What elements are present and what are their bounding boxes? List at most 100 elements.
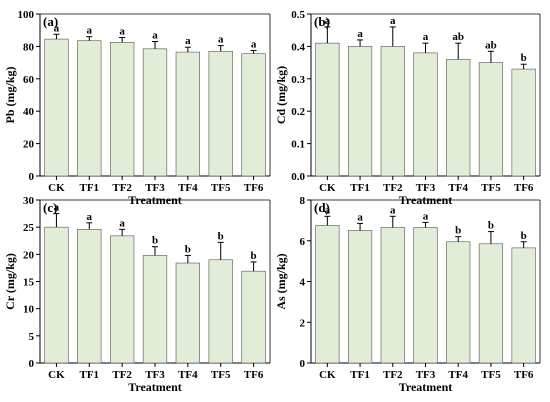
panel-label: (b) xyxy=(314,14,330,29)
significance-letter: a xyxy=(423,31,429,43)
bar-tf3 xyxy=(413,227,438,364)
x-axis-title: Treatment xyxy=(399,380,453,394)
y-tick-label: 0.1 xyxy=(291,139,305,151)
significance-letter: a xyxy=(325,15,331,27)
x-tick-label: TF6 xyxy=(244,369,264,381)
significance-letter: ab xyxy=(485,39,497,51)
y-tick-label: 0.3 xyxy=(291,74,305,86)
x-tick-label: TF1 xyxy=(350,182,370,194)
y-tick-label: 0.2 xyxy=(291,106,305,118)
y-tick-label: 30 xyxy=(23,195,35,207)
significance-letter: b xyxy=(185,243,191,255)
x-tick-label: TF2 xyxy=(383,182,403,194)
bar-tf3 xyxy=(142,48,168,177)
significance-letter: ab xyxy=(452,31,464,43)
bar-tf6 xyxy=(241,270,266,364)
x-tick-label: TF6 xyxy=(514,182,534,194)
significance-letter: a xyxy=(390,204,396,216)
bar-ck xyxy=(44,226,69,364)
x-tick-label: TF6 xyxy=(244,182,264,194)
significance-letter: a xyxy=(87,25,93,37)
panel-label: (c) xyxy=(43,200,57,215)
x-tick-label: TF3 xyxy=(416,369,436,381)
y-tick-label: 0.0 xyxy=(291,171,305,183)
significance-letter: a xyxy=(357,28,363,40)
y-tick-label: 40 xyxy=(23,106,35,118)
y-tick-label: 80 xyxy=(23,41,35,53)
bar-tf2 xyxy=(380,227,405,364)
y-tick-label: 20 xyxy=(23,139,35,151)
bar-tf3 xyxy=(413,52,438,177)
x-tick-label: TF5 xyxy=(481,369,501,381)
significance-letter: a xyxy=(87,211,93,223)
x-axis-title: Treatment xyxy=(128,380,182,394)
significance-letter: b xyxy=(218,230,224,242)
y-axis-title: Cd (mg/kg) xyxy=(274,66,288,124)
bar-tf1 xyxy=(77,229,102,364)
bar-ck xyxy=(44,38,69,177)
panel-label: (d) xyxy=(314,200,330,215)
significance-letter: a xyxy=(251,38,257,50)
bar-tf5 xyxy=(478,62,504,177)
x-tick-label: TF5 xyxy=(211,182,231,194)
x-tick-label: CK xyxy=(319,369,336,381)
y-tick-label: 0.5 xyxy=(291,9,305,21)
x-tick-label: CK xyxy=(48,182,65,194)
significance-letter: a xyxy=(218,34,224,46)
bar-tf5 xyxy=(208,259,233,364)
x-tick-label: TF3 xyxy=(416,182,436,194)
bar-tf1 xyxy=(347,230,373,364)
bar-tf5 xyxy=(208,50,233,177)
y-tick-label: 100 xyxy=(18,9,35,21)
bar-tf4 xyxy=(175,262,200,364)
y-tick-label: 4 xyxy=(300,277,306,289)
x-tick-label: TF4 xyxy=(448,182,468,194)
x-tick-label: TF1 xyxy=(80,369,100,381)
x-tick-label: TF5 xyxy=(211,369,231,381)
y-tick-label: 15 xyxy=(23,277,35,289)
bar-tf6 xyxy=(241,53,266,177)
panel-c: 0 5 10 15 20 25 30 a CK a TF1 a TF2 b TF3 b TF4 b TF5 b TF6 T… xyxy=(3,195,271,394)
bar-ck xyxy=(315,225,340,364)
y-axis-title: As (mg/kg) xyxy=(274,253,288,309)
y-tick-label: 6 xyxy=(300,236,306,248)
y-tick-label: 0.4 xyxy=(291,41,305,53)
significance-letter: a xyxy=(54,22,60,34)
x-tick-label: TF2 xyxy=(112,182,132,194)
x-tick-label: TF6 xyxy=(514,369,534,381)
bar-tf4 xyxy=(175,51,200,177)
bar-ck xyxy=(315,42,340,177)
bar-tf6 xyxy=(511,68,536,177)
panel-a: 020406080100aCKaTF1aTF2aTF3aTF4aTF5aTF6T… xyxy=(3,9,271,207)
y-tick-label: 10 xyxy=(23,304,35,316)
x-tick-label: TF1 xyxy=(350,369,370,381)
y-tick-label: 0 xyxy=(29,171,35,183)
significance-letter: b xyxy=(251,250,257,262)
bar-tf2 xyxy=(110,42,135,177)
x-tick-label: TF4 xyxy=(448,369,468,381)
panel-d: 0 2 4 6 8 a CK a TF1 a TF2 a TF3 b TF4 b TF5 b TF6 Treatmen… xyxy=(274,195,541,394)
y-axis-title: Cr (mg/kg) xyxy=(3,253,17,310)
x-tick-label: CK xyxy=(48,369,65,381)
significance-letter: a xyxy=(119,25,125,37)
significance-letter: a xyxy=(152,30,158,42)
y-tick-label: 60 xyxy=(23,74,35,86)
significance-letter: a xyxy=(325,204,331,216)
bar-tf1 xyxy=(77,40,102,177)
x-tick-label: TF3 xyxy=(145,182,165,194)
x-tick-label: TF3 xyxy=(145,369,165,381)
bar-tf6 xyxy=(511,247,536,364)
significance-letter: a xyxy=(357,211,363,223)
significance-letter: b xyxy=(488,220,494,232)
bar-tf5 xyxy=(478,243,504,364)
bar-tf1 xyxy=(347,46,373,177)
y-tick-label: 5 xyxy=(29,331,35,343)
significance-letter: b xyxy=(152,235,158,247)
bar-tf2 xyxy=(110,235,135,364)
significance-letter: b xyxy=(521,230,527,242)
x-tick-label: TF2 xyxy=(112,369,132,381)
significance-letter: a xyxy=(185,35,191,47)
y-tick-label: 0 xyxy=(300,358,306,370)
bar-tf4 xyxy=(446,241,471,364)
